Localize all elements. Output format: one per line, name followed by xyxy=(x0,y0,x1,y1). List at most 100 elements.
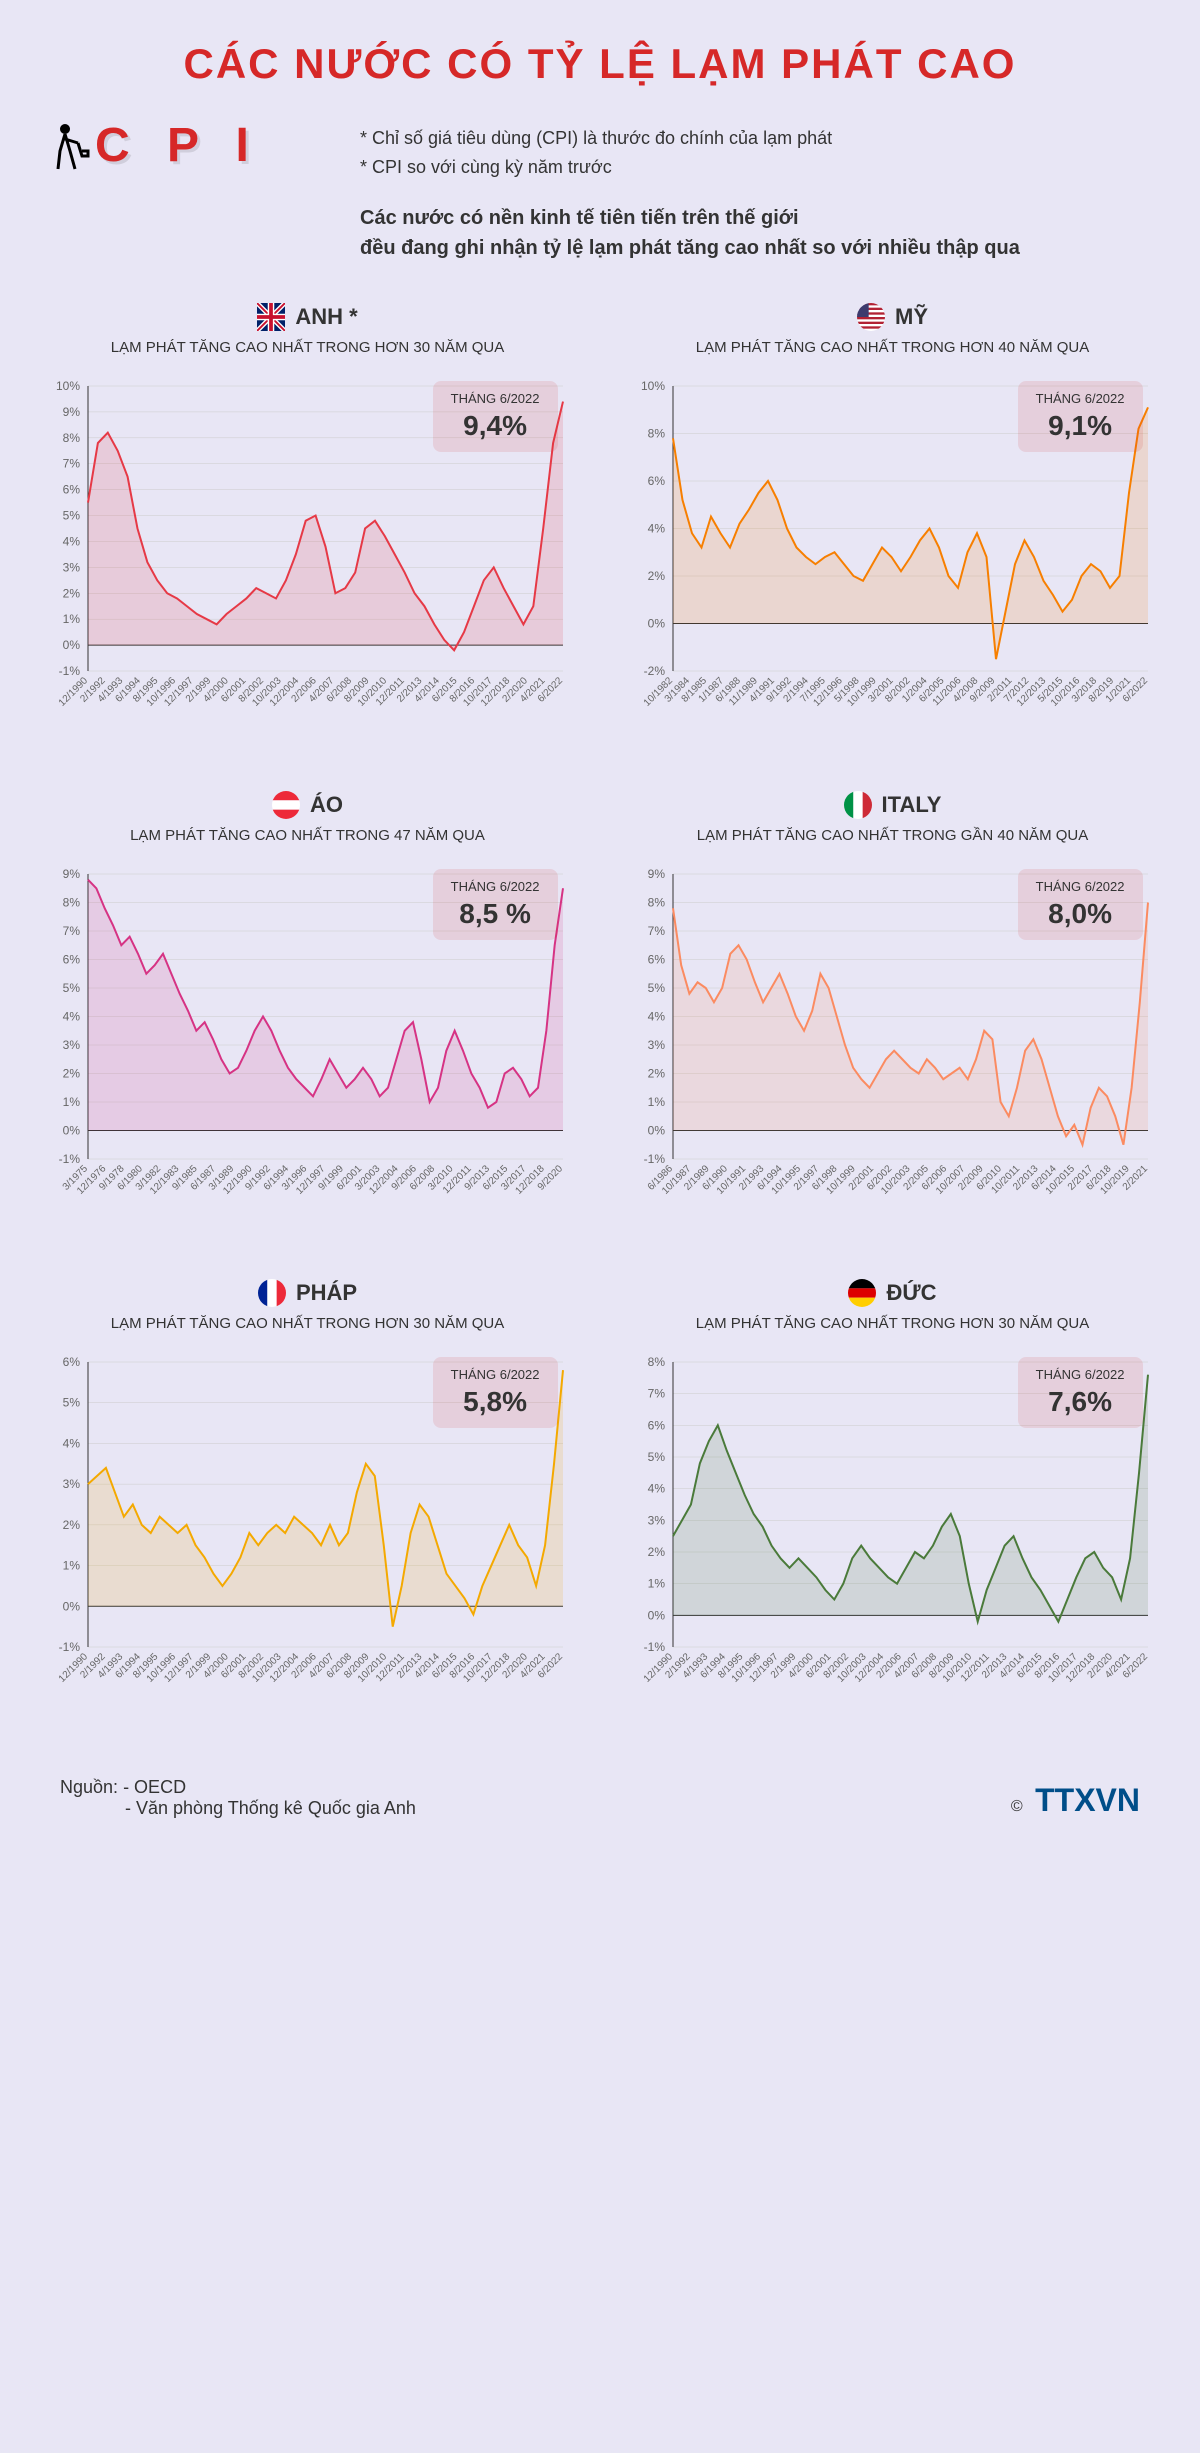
svg-text:0%: 0% xyxy=(647,617,665,631)
chart-wrap: THÁNG 6/2022 5,8% -1%0%1%2%3%4%5%6% 12/1… xyxy=(38,1347,578,1727)
flag-icon xyxy=(848,1279,876,1307)
svg-text:9%: 9% xyxy=(647,867,665,881)
chart-wrap: THÁNG 6/2022 9,4% -1%0%1%2%3%4%5%6%7%8%9… xyxy=(38,371,578,751)
svg-text:2%: 2% xyxy=(62,586,80,600)
svg-text:9%: 9% xyxy=(62,405,80,419)
callout-value: 9,4% xyxy=(451,410,540,442)
country-row: ANH * xyxy=(257,303,357,331)
chart-wrap: THÁNG 6/2022 9,1% -2%0%2%4%6%8%10% 10/19… xyxy=(623,371,1163,751)
chart-wrap: THÁNG 6/2022 8,0% -1%0%1%2%3%4%5%6%7%8%9… xyxy=(623,859,1163,1239)
source-1: - OECD xyxy=(123,1777,186,1797)
svg-text:0%: 0% xyxy=(647,1124,665,1138)
country-row: ĐỨC xyxy=(848,1279,936,1307)
svg-text:2%: 2% xyxy=(647,569,665,583)
svg-text:-2%: -2% xyxy=(643,664,665,678)
country-name: ĐỨC xyxy=(886,1280,936,1306)
callout-value: 7,6% xyxy=(1036,1386,1125,1418)
page-title: CÁC NƯỚC CÓ TỶ LỆ LẠM PHÁT CAO xyxy=(30,40,1170,88)
svg-text:1%: 1% xyxy=(62,612,80,626)
country-name: ANH * xyxy=(295,304,357,330)
logo-block: © TTXVN xyxy=(1011,1782,1140,1819)
svg-text:7%: 7% xyxy=(62,457,80,471)
flag-icon xyxy=(844,791,872,819)
svg-text:4%: 4% xyxy=(62,1436,80,1450)
chart-subtitle: LẠM PHÁT TĂNG CAO NHẤT TRONG HƠN 30 NĂM … xyxy=(696,1315,1090,1332)
svg-text:3%: 3% xyxy=(647,1513,665,1527)
callout-label: THÁNG 6/2022 xyxy=(451,391,540,406)
svg-text:4%: 4% xyxy=(647,1482,665,1496)
country-name: PHÁP xyxy=(296,1280,357,1306)
callout-label: THÁNG 6/2022 xyxy=(1036,879,1125,894)
svg-text:6%: 6% xyxy=(62,1355,80,1369)
header-text: * Chỉ số giá tiêu dùng (CPI) là thước đo… xyxy=(360,118,1150,263)
svg-text:7%: 7% xyxy=(62,924,80,938)
flag-icon xyxy=(258,1279,286,1307)
svg-text:1%: 1% xyxy=(62,1095,80,1109)
chart-0: ANH * LẠM PHÁT TĂNG CAO NHẤT TRONG HƠN 3… xyxy=(30,303,585,751)
svg-text:8%: 8% xyxy=(647,427,665,441)
callout: THÁNG 6/2022 8,5 % xyxy=(433,869,558,940)
svg-text:4%: 4% xyxy=(62,1010,80,1024)
intro-text: Các nước có nền kinh tế tiên tiến trên t… xyxy=(360,203,1150,263)
svg-text:0%: 0% xyxy=(647,1608,665,1622)
svg-text:8%: 8% xyxy=(62,896,80,910)
svg-text:3%: 3% xyxy=(62,1477,80,1491)
svg-text:2%: 2% xyxy=(62,1067,80,1081)
svg-text:6%: 6% xyxy=(647,474,665,488)
svg-text:6%: 6% xyxy=(62,953,80,967)
svg-text:6%: 6% xyxy=(647,953,665,967)
svg-text:3%: 3% xyxy=(62,560,80,574)
cpi-graphic: C P I xyxy=(50,118,330,173)
callout-value: 8,0% xyxy=(1036,898,1125,930)
country-name: MỸ xyxy=(895,304,928,330)
svg-text:-1%: -1% xyxy=(643,1640,665,1654)
flag-icon xyxy=(857,303,885,331)
svg-text:8%: 8% xyxy=(62,431,80,445)
svg-text:-1%: -1% xyxy=(58,1640,80,1654)
callout-value: 9,1% xyxy=(1036,410,1125,442)
svg-text:-1%: -1% xyxy=(643,1152,665,1166)
svg-text:3%: 3% xyxy=(647,1038,665,1052)
svg-text:5%: 5% xyxy=(62,1396,80,1410)
svg-text:8%: 8% xyxy=(647,1355,665,1369)
source-2: - Văn phòng Thống kê Quốc gia Anh xyxy=(125,1798,416,1818)
chart-wrap: THÁNG 6/2022 7,6% -1%0%1%2%3%4%5%6%7%8% … xyxy=(623,1347,1163,1727)
svg-text:6%: 6% xyxy=(62,483,80,497)
callout: THÁNG 6/2022 9,4% xyxy=(433,381,558,452)
svg-text:1%: 1% xyxy=(647,1577,665,1591)
svg-text:8%: 8% xyxy=(647,896,665,910)
svg-text:5%: 5% xyxy=(647,981,665,995)
chart-subtitle: LẠM PHÁT TĂNG CAO NHẤT TRONG 47 NĂM QUA xyxy=(130,827,485,844)
callout-label: THÁNG 6/2022 xyxy=(1036,1367,1125,1382)
chart-subtitle: LẠM PHÁT TĂNG CAO NHẤT TRONG GẦN 40 NĂM … xyxy=(697,827,1088,844)
svg-text:0%: 0% xyxy=(62,1124,80,1138)
copyright-icon: © xyxy=(1011,1798,1023,1815)
callout-label: THÁNG 6/2022 xyxy=(1036,391,1125,406)
chart-wrap: THÁNG 6/2022 8,5 % -1%0%1%2%3%4%5%6%7%8%… xyxy=(38,859,578,1239)
flag-icon xyxy=(272,791,300,819)
chart-2: ÁO LẠM PHÁT TĂNG CAO NHẤT TRONG 47 NĂM Q… xyxy=(30,791,585,1239)
svg-text:4%: 4% xyxy=(62,534,80,548)
source-block: Nguồn: - OECD - Văn phòng Thống kê Quốc … xyxy=(60,1777,416,1819)
svg-text:2%: 2% xyxy=(647,1545,665,1559)
svg-text:5%: 5% xyxy=(62,981,80,995)
footer: Nguồn: - OECD - Văn phòng Thống kê Quốc … xyxy=(30,1777,1170,1819)
country-row: ÁO xyxy=(272,791,343,819)
svg-text:0%: 0% xyxy=(62,638,80,652)
svg-text:10%: 10% xyxy=(55,379,79,393)
bullet-1: * Chỉ số giá tiêu dùng (CPI) là thước đo… xyxy=(360,128,1150,149)
svg-text:10%: 10% xyxy=(640,379,664,393)
country-row: MỸ xyxy=(857,303,928,331)
flag-icon xyxy=(257,303,285,331)
svg-text:4%: 4% xyxy=(647,522,665,536)
svg-text:4%: 4% xyxy=(647,1010,665,1024)
callout: THÁNG 6/2022 8,0% xyxy=(1018,869,1143,940)
callout-label: THÁNG 6/2022 xyxy=(451,879,540,894)
svg-text:0%: 0% xyxy=(62,1599,80,1613)
svg-text:3%: 3% xyxy=(62,1038,80,1052)
svg-text:-1%: -1% xyxy=(58,664,80,678)
source-label: Nguồn: xyxy=(60,1777,118,1797)
chart-subtitle: LẠM PHÁT TĂNG CAO NHẤT TRONG HƠN 30 NĂM … xyxy=(111,339,505,356)
logo-text: TTXVN xyxy=(1035,1782,1140,1818)
country-name: ITALY xyxy=(882,792,942,818)
